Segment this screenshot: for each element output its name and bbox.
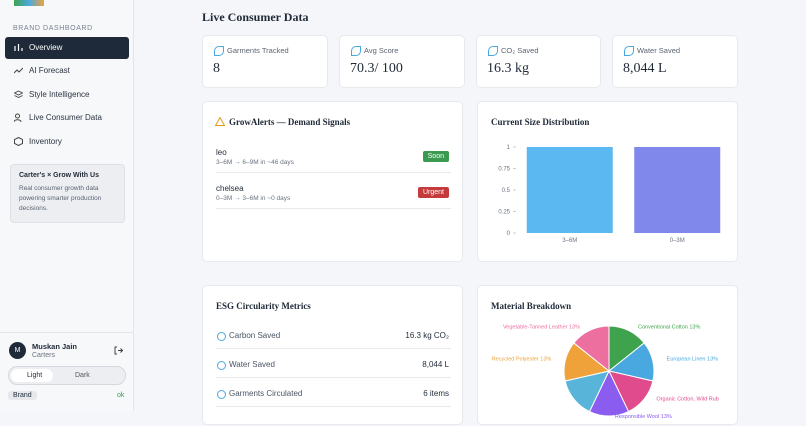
section-label: BRAND DASHBOARD [13,25,93,32]
nav-label: AI Forecast [29,66,70,75]
slice-label: European Linen 13% [667,357,718,363]
stat-label: Water Saved [637,46,681,55]
row-icon [217,332,226,341]
stat-card: Garments Tracked 8 [202,35,328,88]
stat-label: Avg Score [364,46,399,55]
stat-card: Water Saved 8,044 L [612,35,738,88]
divider [216,377,451,378]
row-value: 16.3 kg CO₂ [405,331,449,340]
stat-icon [488,46,498,56]
divider [216,406,451,407]
row-label: Water Saved [229,360,275,369]
row-value: 8,044 L [422,360,449,369]
info-title: Carter's × Grow With Us [19,172,99,179]
slice-label: Organic Cotton, Wild Rub [656,396,718,402]
nav-item[interactable]: Style Intelligence [5,84,129,106]
nav-label: Inventory [29,137,62,146]
stat-card: Avg Score 70.3/ 100 [339,35,465,88]
card-title: GrowAlerts — Demand Signals [229,117,351,127]
divider [0,332,133,333]
info-text: Real consumer growth data powering smart… [19,185,102,212]
x-tick-label: 3–6M [562,238,577,244]
size-card: Current Size Distribution 0 0.25 0.5 0.75 1 3… [477,101,738,262]
info-box: Carter's × Grow With Us Real consumer gr… [10,164,125,223]
alert-name: chelsea [216,184,244,193]
icon [14,90,23,99]
alert-detail: 3–6M → 6–9M in ~46 days [216,159,294,166]
icon [14,137,23,146]
card-title: ESG Circularity Metrics [216,301,311,311]
y-tick-label: 0.75 [498,167,510,173]
divider [216,348,451,349]
icon [14,113,22,122]
alert-name: leo [216,148,227,157]
page: {"sidebar":{"section_label":"BRAND DASHB… [0,0,738,425]
stat-label: Garments Tracked [227,46,289,55]
logo [14,0,44,6]
nav-item[interactable]: AI Forecast [5,60,129,82]
theme-dark[interactable]: Dark [75,372,90,379]
stat-value: 8 [213,61,220,76]
stat-icon [351,46,361,56]
alert-detail: 0–3M → 3–6M in ~0 days [216,195,291,202]
nav-item[interactable]: Overview [5,37,129,59]
stat-value: 16.3 kg [487,61,529,76]
y-tick-label: 1 [507,145,511,151]
alerts-card: GrowAlerts — Demand Signals leo 3–6M → 6–… [202,101,463,262]
slice-label: Vegetable-Tanned Leather 13% [503,325,580,331]
status: ok [117,392,125,399]
page-title: Live Consumer Data [202,10,309,24]
sidebar: BRAND DASHBOARD Overview AI Forecast Sty… [0,0,134,411]
user-org: Carters [32,352,55,359]
icon [14,67,23,74]
stat-label: CO₂ Saved [501,46,539,55]
stat-icon [214,46,224,56]
nav-label: Overview [29,43,63,52]
row-value: 6 items [423,389,449,398]
bar [526,147,613,233]
stat-value: 70.3/ 100 [350,61,403,76]
theme-toggle: Light Dark [8,366,126,385]
stat-icon [624,46,634,56]
nav-label: Live Consumer Data [29,113,102,122]
x-tick-label: 0–3M [670,238,685,244]
nav-label: Style Intelligence [29,90,90,99]
divider [216,208,451,209]
card-title: Current Size Distribution [491,117,590,127]
alert-badge: Soon [422,151,449,162]
avatar: M [9,342,26,359]
stat-value: 8,044 L [623,61,667,76]
user-name: Muskan Jain [32,342,78,351]
y-tick-label: 0.5 [502,188,511,194]
row-label: Carbon Saved [229,331,281,340]
role-badge: Brand [8,391,37,400]
warning-icon [215,117,225,126]
slice-label: Responsible Wool 13% [615,414,672,420]
nav-item[interactable]: Inventory [5,131,129,153]
slice-label: Recycled Polyester 13% [492,357,552,363]
logout-icon[interactable] [114,346,123,355]
card-title: Material Breakdown [491,301,572,311]
material-card: Material Breakdown Conventional Cotton 1… [477,285,738,425]
row-icon [217,361,226,370]
row-icon [217,390,226,399]
nav-item[interactable]: Live Consumer Data [5,107,129,129]
bar [634,147,721,233]
y-tick-label: 0.25 [498,210,510,216]
y-tick-label: 0 [507,231,511,237]
divider [216,172,451,173]
pie-chart: Conventional Cotton 13% European Linen 13… [492,325,719,420]
pie-slice [573,325,610,373]
bar-chart: 0 0.25 0.5 0.75 1 3–6M 0–3M [498,145,721,244]
stat-card: CO₂ Saved 16.3 kg [476,35,601,88]
slice-label: Conventional Cotton 13% [638,325,700,331]
icon [14,44,23,51]
row-label: Garments Circulated [229,389,303,398]
alert-badge: Urgent [417,187,449,198]
esg-card: ESG Circularity Metrics Carbon Saved 16.3… [202,285,463,425]
theme-light[interactable]: Light [11,369,53,382]
